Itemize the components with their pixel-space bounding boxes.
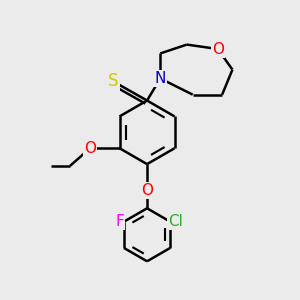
Text: F: F [115, 214, 124, 229]
Text: O: O [212, 41, 224, 56]
Text: Cl: Cl [169, 214, 183, 229]
Text: S: S [108, 72, 119, 90]
Text: N: N [154, 71, 166, 86]
Text: O: O [141, 183, 153, 198]
Text: O: O [84, 141, 96, 156]
